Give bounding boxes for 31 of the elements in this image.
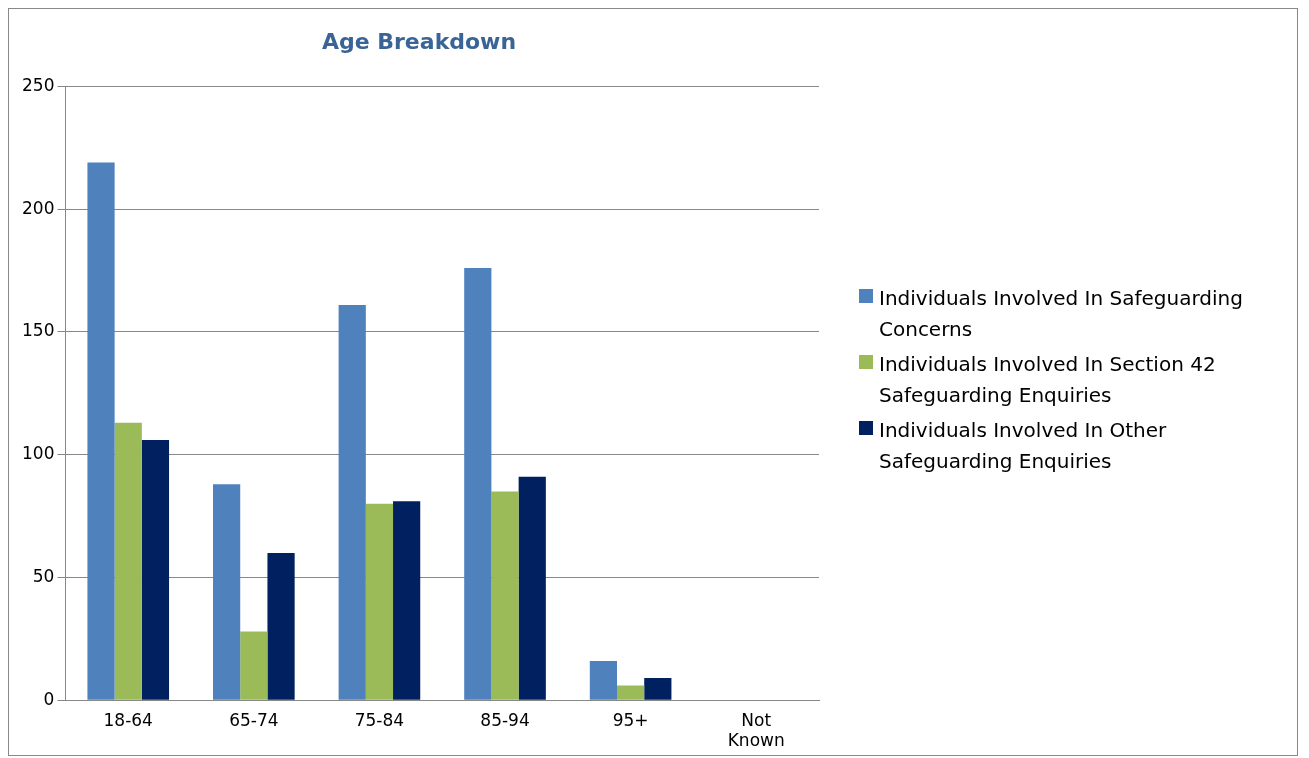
bar xyxy=(87,162,115,700)
bar xyxy=(644,677,672,700)
bar xyxy=(589,660,618,700)
y-tick-label: 50 xyxy=(32,565,55,586)
legend-label: Individuals Involved In Section 42 Safeguarding Enquiries xyxy=(879,351,1217,409)
y-tick-label: 100 xyxy=(21,442,55,463)
x-tick-label: 18-64 xyxy=(103,709,153,730)
y-tick-label: 200 xyxy=(21,197,55,218)
x-tick-label: 65-74 xyxy=(229,709,279,730)
bar xyxy=(617,684,645,700)
x-tick-label: 95+ xyxy=(612,709,649,730)
bar xyxy=(365,503,394,700)
y-tick-label: 0 xyxy=(43,688,55,709)
bar xyxy=(114,422,142,700)
y-tick-label: 150 xyxy=(21,319,55,340)
legend-label: Individuals Involved In Safeguarding Concerns xyxy=(879,285,1244,343)
bar xyxy=(213,483,241,700)
bar xyxy=(464,267,492,700)
chart-title: Age Breakdown xyxy=(321,28,517,54)
y-tick-label: 250 xyxy=(21,74,55,95)
x-tick-label: 85-94 xyxy=(480,709,530,730)
x-tick-label: 75-84 xyxy=(354,709,405,730)
bar xyxy=(240,630,268,700)
bar xyxy=(267,552,295,700)
bar xyxy=(393,500,421,700)
bar xyxy=(338,304,366,700)
legend-label: Individuals Involved In Other Safeguarding Enquiries xyxy=(879,417,1168,475)
x-tick-label: Not Known xyxy=(727,709,785,750)
bar xyxy=(518,476,546,700)
bar xyxy=(491,491,519,700)
bar xyxy=(141,439,170,700)
